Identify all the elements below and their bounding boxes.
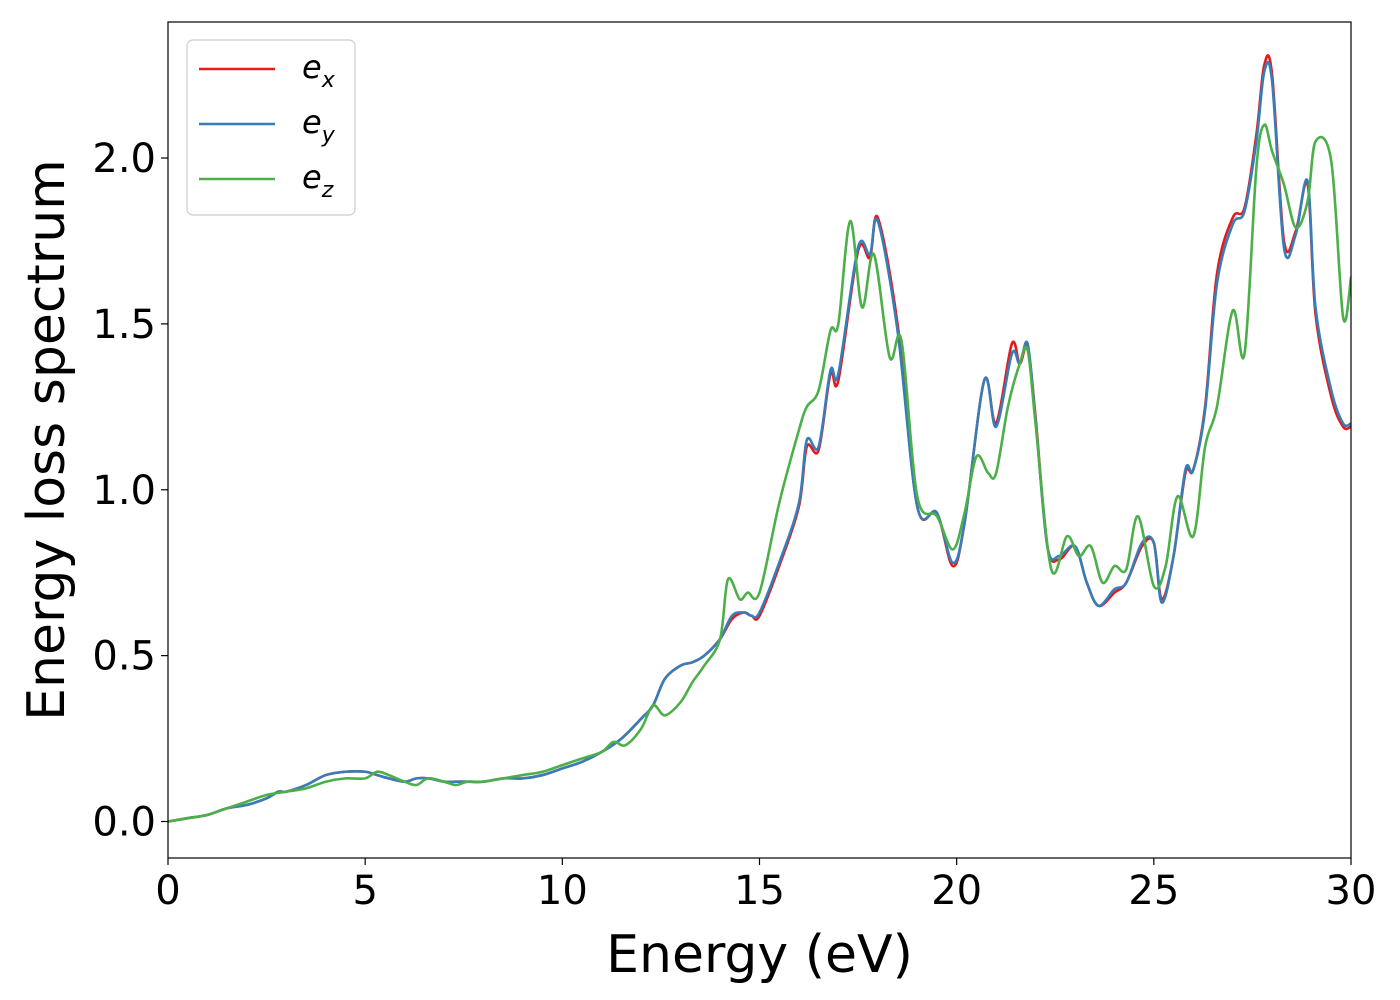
x-tick-label: 30 [1326, 868, 1377, 914]
series-line-y [168, 60, 1351, 823]
y-tick-label: 1.0 [92, 468, 156, 514]
x-tick-label: 15 [734, 868, 785, 914]
x-axis-label: Energy (eV) [606, 925, 913, 985]
legend-label-z: ez [302, 158, 334, 203]
x-tick-label: 0 [155, 868, 180, 914]
x-tick-label: 25 [1128, 868, 1179, 914]
y-tick-label: 2.0 [92, 136, 156, 182]
x-tick-label: 5 [352, 868, 377, 914]
ticks-layer: 0 5 10 15 20 25 30 0.0 0.5 1.0 1.5 2.0 [92, 136, 1376, 914]
x-tick-label: 20 [931, 868, 982, 914]
y-axis-label: Energy loss spectrum [17, 159, 77, 721]
legend-box [186, 39, 356, 216]
legend-label-x: ex [302, 48, 336, 93]
y-tick-label: 1.5 [92, 302, 156, 348]
series-line-z [168, 123, 1351, 823]
y-tick-label: 0.0 [92, 800, 156, 846]
series-layer [168, 54, 1351, 823]
y-tick-label: 0.5 [92, 634, 156, 680]
legend-label-y: ey [302, 103, 336, 148]
x-tick-label: 10 [537, 868, 588, 914]
legend: ex ey ez [186, 39, 356, 216]
